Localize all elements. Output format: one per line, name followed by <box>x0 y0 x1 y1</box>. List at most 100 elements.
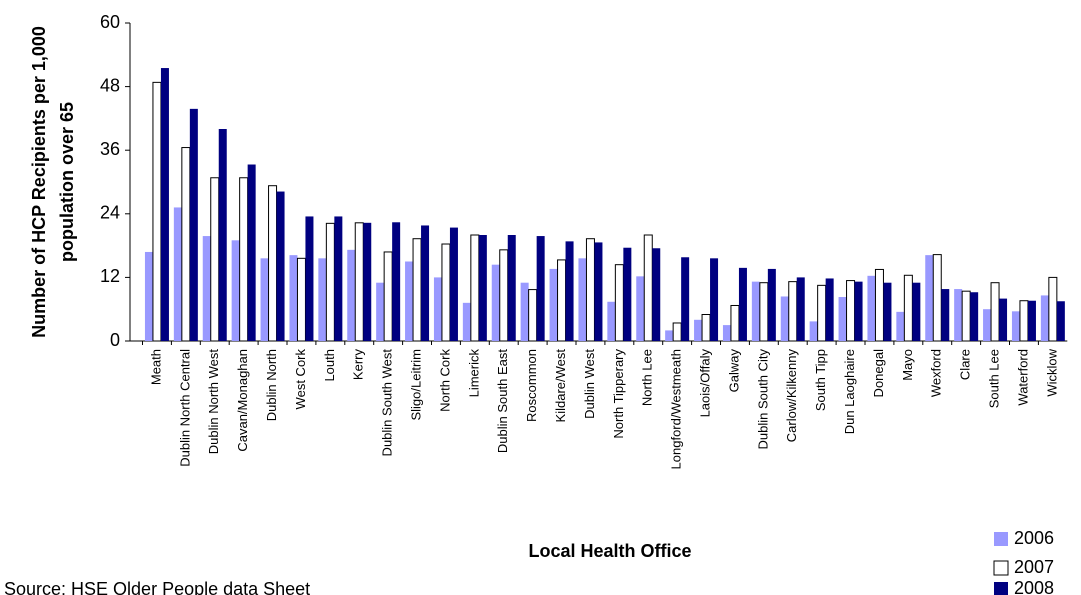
bar <box>318 258 327 341</box>
bar <box>239 177 249 342</box>
bar <box>305 216 314 341</box>
bar <box>883 282 892 341</box>
x-tick-label: Meath <box>148 349 163 385</box>
legend-label: 2007 <box>1014 557 1054 577</box>
bar <box>1040 295 1049 341</box>
y-tick-label: 12 <box>100 266 120 286</box>
x-tick-label: Limerick <box>466 349 481 398</box>
y-tick-label: 36 <box>100 139 120 159</box>
bar <box>1011 311 1020 341</box>
bar <box>780 296 789 341</box>
bar <box>470 234 480 342</box>
bar <box>652 248 661 341</box>
bar <box>528 289 538 342</box>
bar <box>614 264 624 342</box>
bar <box>1056 301 1065 341</box>
bar <box>160 68 169 342</box>
bar <box>478 235 487 341</box>
y-tick-label: 60 <box>100 12 120 32</box>
bar <box>376 282 385 341</box>
bar <box>549 268 558 341</box>
bar <box>912 282 921 341</box>
bar <box>499 249 509 342</box>
bar <box>276 191 285 341</box>
x-tick-label: West Cork <box>293 349 308 410</box>
x-tick-label: Dublin South City <box>755 349 770 450</box>
x-tick-label: Sligo/Leitrim <box>408 349 423 421</box>
bar <box>999 298 1008 341</box>
bar <box>334 216 343 341</box>
bar <box>1019 300 1029 342</box>
x-tick-label: Dublin North <box>264 349 279 421</box>
bar <box>520 282 529 341</box>
bar <box>710 258 719 341</box>
y-axis-label: population over 65 <box>57 102 77 262</box>
bar <box>809 321 818 341</box>
bar <box>954 289 963 341</box>
x-tick-label: Clare <box>958 349 973 380</box>
bar <box>896 311 905 341</box>
x-tick-label: Donegal <box>871 349 886 398</box>
bar <box>932 254 942 342</box>
bar <box>846 280 856 342</box>
bar <box>983 309 992 341</box>
bar <box>874 268 884 342</box>
bar <box>961 290 971 342</box>
x-tick-label: Galway <box>726 349 741 393</box>
bar <box>441 243 451 342</box>
bar <box>152 81 162 342</box>
x-tick-label: Dublin West <box>582 349 597 419</box>
bar <box>421 225 430 341</box>
x-tick-label: Dun Laoghaire <box>842 349 857 434</box>
bar <box>672 322 682 342</box>
bar <box>231 240 240 341</box>
bar <box>854 281 863 341</box>
x-tick-label: Wexford <box>929 349 944 397</box>
y-tick-label: 24 <box>100 203 120 223</box>
x-tick-label: Longford/Westmeath <box>669 349 684 469</box>
x-tick-label: North Cork <box>437 349 452 412</box>
legend-swatch <box>994 532 1008 546</box>
bar <box>449 227 458 341</box>
bar <box>594 242 603 341</box>
bar <box>990 282 1000 342</box>
y-axis-label: Number of HCP Recipients per 1,000 <box>29 26 49 338</box>
bar <box>751 281 760 341</box>
bar <box>759 282 769 342</box>
bar <box>383 251 393 342</box>
bar <box>363 222 372 341</box>
bar <box>247 164 256 341</box>
x-tick-label: Dublin North West <box>206 349 221 455</box>
x-tick-label: Louth <box>322 349 337 382</box>
x-tick-label: Carlow/Kilkenny <box>784 349 799 443</box>
source-note: Source: HSE Older People data Sheet <box>4 579 310 595</box>
bar <box>738 267 747 341</box>
bar <box>788 281 798 342</box>
bar <box>392 222 401 341</box>
bar <box>210 177 220 342</box>
bar <box>970 292 979 341</box>
legend-swatch <box>993 560 1009 576</box>
bar <box>173 207 182 341</box>
x-tick-label: Dublin South West <box>380 349 395 457</box>
x-tick-label: North Tipperary <box>611 349 626 439</box>
x-tick-label: Dublin South East <box>495 349 510 453</box>
bar <box>181 147 191 342</box>
bar <box>838 297 847 341</box>
bar <box>722 325 731 341</box>
bar <box>941 289 950 341</box>
legend-swatch <box>994 582 1008 595</box>
bar <box>681 257 690 341</box>
x-tick-label: Waterford <box>1015 349 1030 406</box>
bar <box>296 257 306 342</box>
bar <box>260 258 269 341</box>
bar <box>354 222 364 342</box>
bar <box>289 255 298 341</box>
bar <box>796 277 805 341</box>
bar <box>825 278 834 341</box>
bar <box>412 238 422 342</box>
bar <box>817 284 827 342</box>
legend-label: 2006 <box>1014 528 1054 548</box>
